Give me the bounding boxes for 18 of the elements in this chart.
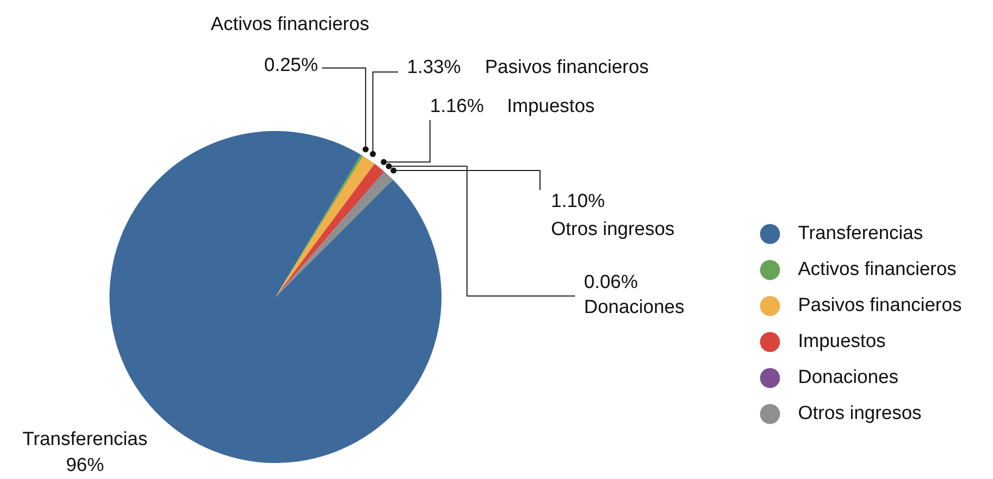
slice-label: Otros ingresos bbox=[551, 219, 675, 240]
category-label: Activos financieros bbox=[210, 14, 370, 36]
data-label: 1.10% bbox=[551, 191, 605, 212]
legend-label: Otros ingresos bbox=[798, 403, 922, 425]
legend-label: Pasivos financieros bbox=[798, 295, 962, 317]
category-label: Pasivos financieros bbox=[485, 57, 649, 78]
slice-label: Transferencias bbox=[22, 429, 148, 450]
data-label: 0.06% bbox=[584, 272, 638, 294]
legend-label: Impuestos bbox=[798, 331, 886, 353]
data-label: 1.16% bbox=[430, 96, 484, 118]
data-label: 1.33% bbox=[407, 57, 461, 78]
legend-label: Transferencias bbox=[798, 223, 923, 245]
category-label: Impuestos bbox=[507, 96, 595, 118]
data-label: 0.25% bbox=[264, 55, 318, 76]
data-label: 96% bbox=[66, 455, 104, 476]
slice-label: Donaciones bbox=[584, 297, 684, 318]
legend-label: Activos financieros bbox=[798, 259, 956, 281]
legend-label: Donaciones bbox=[798, 367, 898, 389]
